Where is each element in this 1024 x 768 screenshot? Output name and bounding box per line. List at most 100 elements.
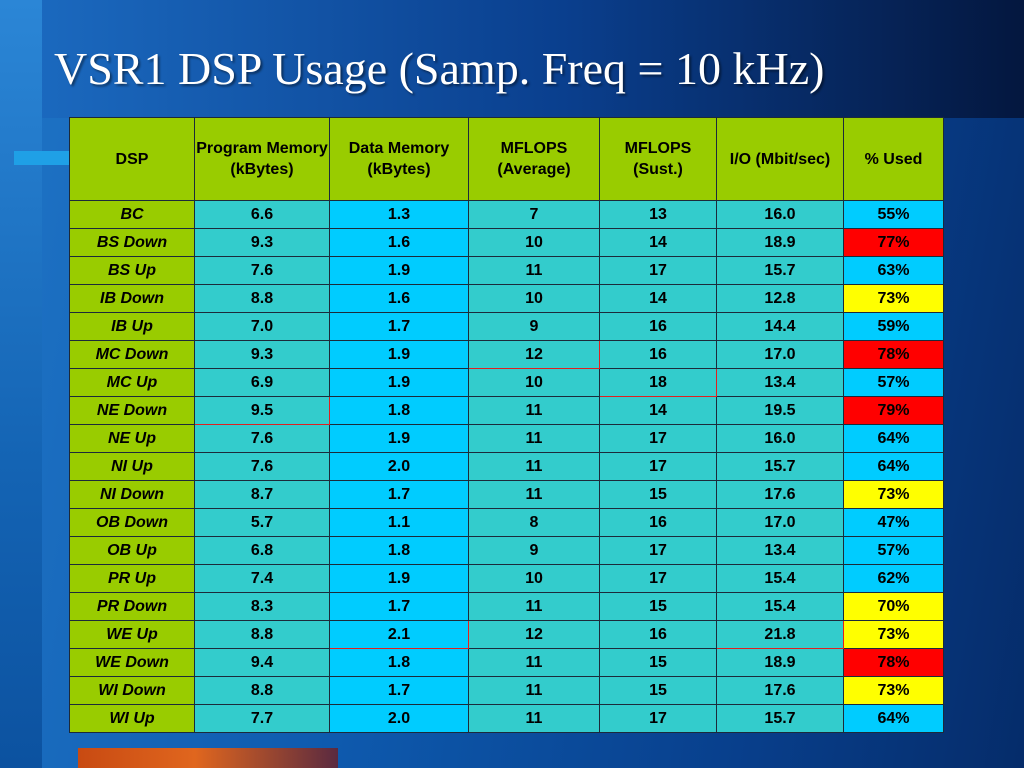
cell-mflops-average: 7 (468, 200, 600, 229)
cell-mflops-sustained: 15 (599, 592, 717, 621)
table-row: NE Down 9.5 1.8 11 14 19.5 79% (69, 396, 944, 425)
table-row: WE Down 9.4 1.8 11 15 18.9 78% (69, 648, 944, 677)
cell-io-rate: 17.6 (716, 676, 844, 705)
cell-mflops-average: 8 (468, 508, 600, 537)
cell-mflops-sustained: 15 (599, 648, 717, 677)
left-decorative-stripe (0, 0, 42, 768)
header-dsp: DSP (69, 117, 195, 201)
cell-program-memory: 5.7 (194, 508, 330, 537)
cell-dsp-name: PR Up (69, 564, 195, 593)
cell-program-memory: 7.0 (194, 312, 330, 341)
cell-percent-used: 57% (843, 368, 944, 397)
cell-mflops-sustained: 17 (599, 536, 717, 565)
cell-program-memory: 9.3 (194, 228, 330, 257)
cell-mflops-average: 9 (468, 536, 600, 565)
table-row: PR Up 7.4 1.9 10 17 15.4 62% (69, 564, 944, 593)
cell-mflops-sustained: 15 (599, 676, 717, 705)
table-row: NE Up 7.6 1.9 11 17 16.0 64% (69, 424, 944, 453)
cell-dsp-name: PR Down (69, 592, 195, 621)
cell-mflops-sustained: 14 (599, 228, 717, 257)
cell-mflops-average: 12 (468, 340, 600, 369)
cell-data-memory: 1.9 (329, 340, 469, 369)
cell-percent-used: 64% (843, 424, 944, 453)
header-data-memory: Data Memory (kBytes) (329, 117, 469, 201)
cell-dsp-name: NE Up (69, 424, 195, 453)
cyan-accent-bar (14, 151, 70, 165)
cell-percent-used: 63% (843, 256, 944, 285)
table-row: WI Up 7.7 2.0 11 17 15.7 64% (69, 704, 944, 733)
cell-mflops-sustained: 17 (599, 704, 717, 733)
cell-program-memory: 8.7 (194, 480, 330, 509)
cell-dsp-name: BC (69, 200, 195, 229)
cell-data-memory: 1.3 (329, 200, 469, 229)
cell-io-rate: 21.8 (716, 620, 844, 649)
cell-program-memory: 7.6 (194, 424, 330, 453)
cell-io-rate: 15.4 (716, 592, 844, 621)
header-mflops-sustained: MFLOPS (Sust.) (599, 117, 717, 201)
cell-io-rate: 12.8 (716, 284, 844, 313)
cell-dsp-name: NI Down (69, 480, 195, 509)
cell-dsp-name: WI Up (69, 704, 195, 733)
cell-percent-used: 79% (843, 396, 944, 425)
cell-io-rate: 17.0 (716, 340, 844, 369)
cell-mflops-average: 9 (468, 312, 600, 341)
cell-io-rate: 18.9 (716, 228, 844, 257)
cell-io-rate: 15.7 (716, 256, 844, 285)
table-row: BC 6.6 1.3 7 13 16.0 55% (69, 200, 944, 229)
cell-percent-used: 62% (843, 564, 944, 593)
cell-mflops-sustained: 16 (599, 312, 717, 341)
cell-io-rate: 16.0 (716, 424, 844, 453)
cell-data-memory: 1.9 (329, 368, 469, 397)
cell-program-memory: 9.3 (194, 340, 330, 369)
cell-mflops-average: 11 (468, 396, 600, 425)
table-row: MC Down 9.3 1.9 12 16 17.0 78% (69, 340, 944, 369)
cell-percent-used: 55% (843, 200, 944, 229)
cell-io-rate: 15.7 (716, 704, 844, 733)
cell-data-memory: 1.9 (329, 256, 469, 285)
orange-accent-band (78, 748, 338, 768)
cell-data-memory: 1.6 (329, 228, 469, 257)
cell-mflops-sustained: 13 (599, 200, 717, 229)
cell-dsp-name: OB Up (69, 536, 195, 565)
cell-program-memory: 8.8 (194, 284, 330, 313)
cell-io-rate: 18.9 (716, 648, 844, 677)
cell-io-rate: 15.4 (716, 564, 844, 593)
cell-dsp-name: OB Down (69, 508, 195, 537)
cell-mflops-sustained: 14 (599, 396, 717, 425)
cell-program-memory: 7.4 (194, 564, 330, 593)
cell-data-memory: 1.8 (329, 396, 469, 425)
cell-dsp-name: WE Up (69, 620, 195, 649)
cell-program-memory: 8.8 (194, 620, 330, 649)
cell-program-memory: 7.6 (194, 452, 330, 481)
cell-program-memory: 6.6 (194, 200, 330, 229)
cell-dsp-name: IB Up (69, 312, 195, 341)
cell-mflops-average: 10 (468, 284, 600, 313)
cell-dsp-name: MC Up (69, 368, 195, 397)
cell-mflops-average: 11 (468, 704, 600, 733)
cell-percent-used: 64% (843, 704, 944, 733)
table-row: WE Up 8.8 2.1 12 16 21.8 73% (69, 620, 944, 649)
cell-mflops-sustained: 15 (599, 480, 717, 509)
cell-data-memory: 1.7 (329, 312, 469, 341)
table-row: PR Down 8.3 1.7 11 15 15.4 70% (69, 592, 944, 621)
cell-io-rate: 13.4 (716, 536, 844, 565)
cell-program-memory: 8.3 (194, 592, 330, 621)
cell-percent-used: 70% (843, 592, 944, 621)
cell-io-rate: 16.0 (716, 200, 844, 229)
table-row: MC Up 6.9 1.9 10 18 13.4 57% (69, 368, 944, 397)
cell-io-rate: 17.6 (716, 480, 844, 509)
table-row: BS Down 9.3 1.6 10 14 18.9 77% (69, 228, 944, 257)
table-row: BS Up 7.6 1.9 11 17 15.7 63% (69, 256, 944, 285)
cell-mflops-average: 11 (468, 676, 600, 705)
cell-mflops-average: 12 (468, 620, 600, 649)
cell-dsp-name: NE Down (69, 396, 195, 425)
cell-program-memory: 7.6 (194, 256, 330, 285)
title-band (0, 0, 1024, 118)
cell-data-memory: 2.0 (329, 704, 469, 733)
cell-percent-used: 64% (843, 452, 944, 481)
cell-data-memory: 1.6 (329, 284, 469, 313)
cell-percent-used: 59% (843, 312, 944, 341)
cell-mflops-sustained: 16 (599, 620, 717, 649)
cell-percent-used: 73% (843, 480, 944, 509)
cell-mflops-average: 10 (468, 228, 600, 257)
